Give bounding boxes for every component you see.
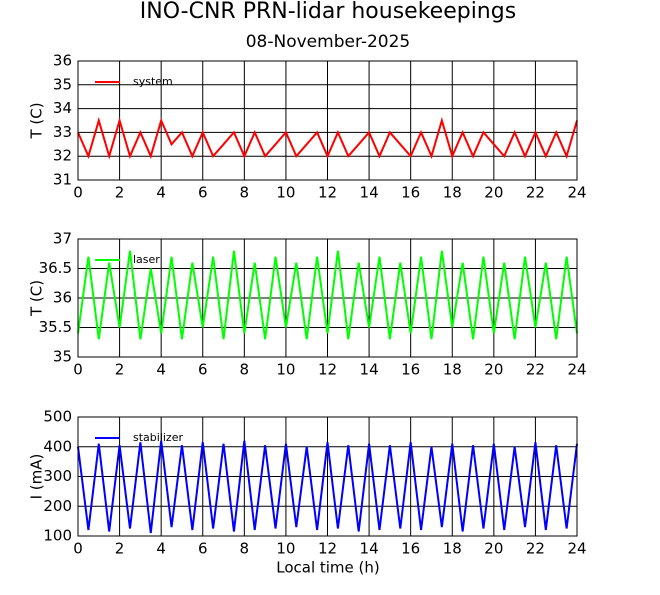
x-tick-label: 6	[198, 184, 208, 202]
x-tick-label: 10	[276, 361, 295, 379]
x-tick-label: 16	[401, 540, 420, 558]
legend-label: system	[133, 75, 173, 88]
x-tick-label: 14	[360, 184, 379, 202]
x-tick-label: 8	[240, 184, 250, 202]
x-tick-label: 12	[318, 184, 337, 202]
y-tick-label: 400	[43, 437, 72, 455]
y-tick-label: 36.5	[39, 259, 72, 277]
legend-label: laser	[133, 253, 160, 266]
x-tick-label: 22	[526, 184, 545, 202]
x-tick-label: 18	[443, 361, 462, 379]
y-tick-label: 35.5	[39, 318, 72, 336]
x-tick-label: 0	[73, 184, 83, 202]
x-tick-label: 18	[443, 540, 462, 558]
data-line	[77, 440, 578, 534]
x-tick-label: 8	[240, 361, 250, 379]
y-tick-label: 32	[53, 147, 72, 165]
x-tick-label: 24	[567, 361, 586, 379]
y-tick-label: 36	[53, 52, 72, 70]
chart-title: INO-CNR PRN-lidar housekeepings	[140, 0, 516, 24]
x-tick-label: 2	[115, 540, 125, 558]
x-tick-label: 22	[526, 361, 545, 379]
y-axis-label: I (mA)	[28, 454, 46, 500]
y-tick-label: 36	[53, 289, 72, 307]
y-tick-label: 100	[43, 527, 72, 545]
x-tick-label: 18	[443, 184, 462, 202]
y-axis-label: T (C)	[28, 102, 46, 139]
plot-frame	[77, 416, 578, 537]
x-tick-label: 14	[360, 361, 379, 379]
data-line	[77, 250, 578, 340]
x-tick-label: 24	[567, 540, 586, 558]
y-tick-label: 34	[53, 99, 72, 117]
x-tick-label: 4	[156, 361, 166, 379]
data-line	[77, 116, 578, 160]
x-axis-label: Local time (h)	[276, 559, 380, 577]
x-tick-label: 4	[156, 184, 166, 202]
x-tick-label: 8	[240, 540, 250, 558]
y-tick-label: 35	[53, 75, 72, 93]
x-tick-label: 14	[360, 540, 379, 558]
x-tick-label: 0	[73, 540, 83, 558]
legend-label: stabilizer	[133, 431, 183, 444]
x-tick-label: 20	[484, 540, 503, 558]
x-tick-label: 20	[484, 184, 503, 202]
y-tick-label: 33	[53, 123, 72, 141]
y-tick-label: 300	[43, 467, 72, 485]
plot-frame	[77, 238, 578, 358]
x-tick-label: 10	[276, 540, 295, 558]
x-tick-label: 2	[115, 184, 125, 202]
y-tick-label: 31	[53, 171, 72, 189]
y-axis-label: T (C)	[28, 280, 46, 317]
y-tick-label: 200	[43, 497, 72, 515]
x-tick-label: 6	[198, 361, 208, 379]
x-tick-label: 4	[156, 540, 166, 558]
y-tick-label: 35	[53, 348, 72, 366]
chart-subtitle: 08-November-2025	[246, 32, 411, 52]
x-tick-label: 6	[198, 540, 208, 558]
x-tick-label: 22	[526, 540, 545, 558]
x-tick-label: 20	[484, 361, 503, 379]
x-tick-label: 2	[115, 361, 125, 379]
x-tick-label: 0	[73, 361, 83, 379]
x-tick-label: 12	[318, 540, 337, 558]
x-tick-label: 10	[276, 184, 295, 202]
x-tick-label: 16	[401, 184, 420, 202]
y-tick-label: 500	[43, 408, 72, 426]
x-tick-label: 16	[401, 361, 420, 379]
y-tick-label: 37	[53, 230, 72, 248]
plot-frame	[77, 60, 578, 181]
x-tick-label: 12	[318, 361, 337, 379]
x-tick-label: 24	[567, 184, 586, 202]
